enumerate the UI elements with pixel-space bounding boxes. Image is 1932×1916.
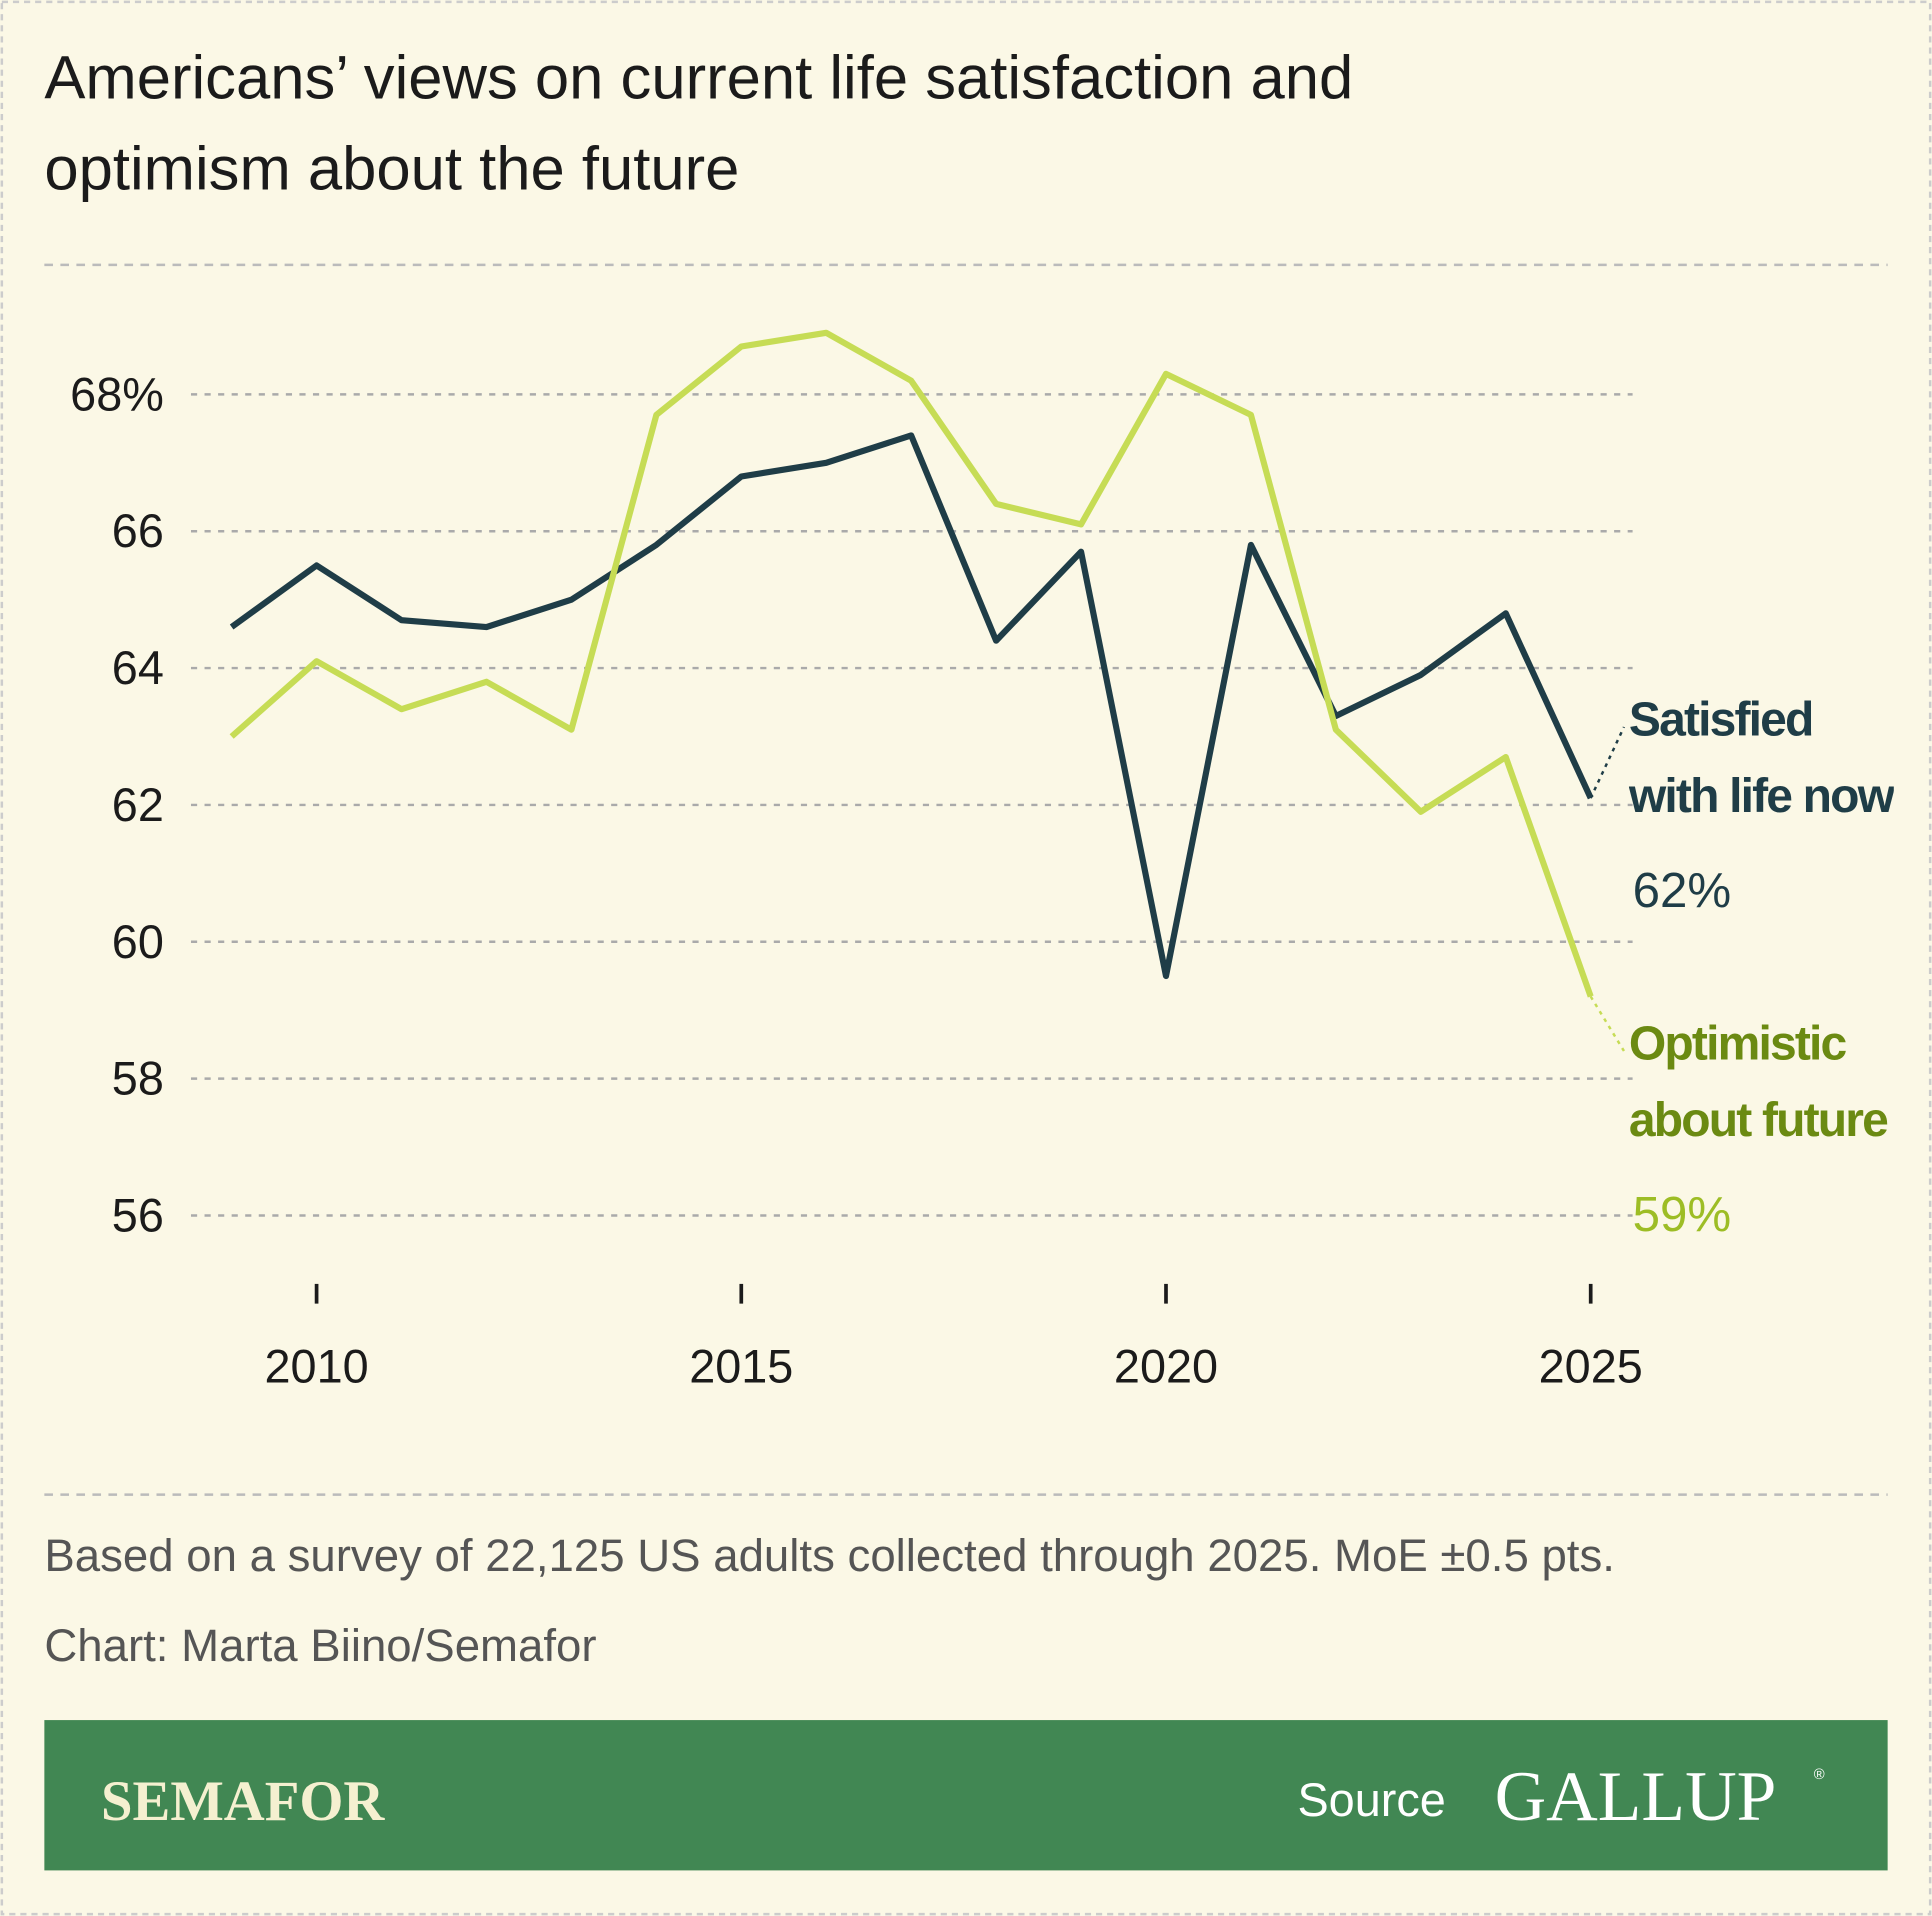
source-label: Source xyxy=(1297,1774,1445,1826)
note: Based on a survey of 22,125 US adults co… xyxy=(44,1530,1615,1581)
series-label-box: Satisfied with life now xyxy=(1628,693,1894,824)
source-mark: ® xyxy=(1814,1767,1825,1783)
footer-bar xyxy=(44,1720,1888,1871)
value-label: 62% xyxy=(1633,863,1732,918)
series-label-box: Optimistic about future xyxy=(1628,1017,1889,1148)
x-tick-label: 2015 xyxy=(689,1340,793,1392)
series-label: Optimistic about future xyxy=(1628,1017,1889,1148)
line xyxy=(229,329,1594,998)
series-label: Satisfied with life now xyxy=(1628,693,1894,824)
chart-title: optimism about the future xyxy=(44,135,739,204)
y-tick-label: 62 xyxy=(112,779,164,831)
y-tick-label: 64 xyxy=(112,642,164,694)
line xyxy=(229,432,1594,980)
value-label: 59% xyxy=(1633,1187,1732,1242)
y-tick-label: 56 xyxy=(112,1189,164,1241)
chart-title: Americans’ views on current life satisfa… xyxy=(44,44,1353,113)
credit: Chart: Marta Biino/Semafor xyxy=(44,1620,596,1671)
source-logo: GALLUP xyxy=(1495,1757,1777,1836)
y-tick-label: 58 xyxy=(112,1053,164,1105)
brand: SEMAFOR xyxy=(101,1771,385,1833)
x-tick-label: 2020 xyxy=(1114,1340,1218,1392)
y-tick-label: 68% xyxy=(70,368,164,420)
x-tick-label: 2010 xyxy=(265,1340,369,1392)
y-tick-label: 60 xyxy=(112,916,164,968)
x-tick-label: 2025 xyxy=(1539,1340,1643,1392)
leader-line xyxy=(1589,995,1626,1052)
y-tick-label: 66 xyxy=(112,505,164,557)
